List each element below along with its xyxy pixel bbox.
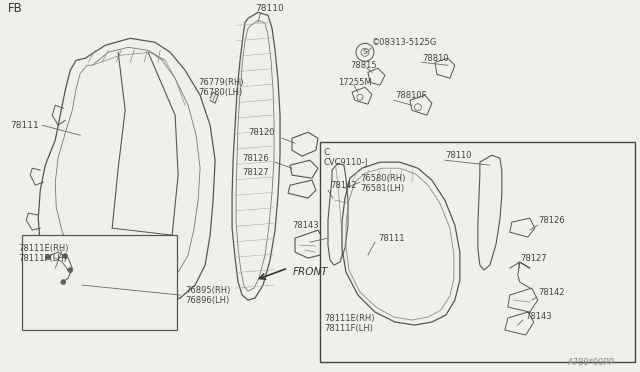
Text: A780*00PP: A780*00PP — [568, 357, 615, 366]
Text: 76895(RH): 76895(RH) — [185, 286, 230, 295]
Text: 76580(RH): 76580(RH) — [360, 174, 405, 183]
Text: 78142: 78142 — [330, 181, 356, 190]
Text: FRONT: FRONT — [293, 267, 328, 277]
Text: 78126: 78126 — [538, 216, 564, 225]
Text: 76779(RH): 76779(RH) — [198, 78, 244, 87]
Text: 76780(LH): 76780(LH) — [198, 88, 243, 97]
Bar — [22, 235, 177, 330]
Text: 78143: 78143 — [525, 312, 552, 321]
Text: 78111E(RH): 78111E(RH) — [19, 244, 68, 253]
Text: 78143: 78143 — [292, 221, 319, 230]
Text: 78111: 78111 — [10, 121, 39, 130]
Circle shape — [61, 280, 66, 285]
Text: 78127: 78127 — [242, 168, 269, 177]
Text: 76581(LH): 76581(LH) — [360, 184, 404, 193]
Text: 78111F(LH): 78111F(LH) — [324, 324, 373, 333]
Text: 78810F: 78810F — [395, 91, 426, 100]
Text: ©08313-5125G: ©08313-5125G — [372, 38, 437, 47]
Text: 76896(LH): 76896(LH) — [185, 296, 229, 305]
Text: 78110: 78110 — [255, 4, 284, 13]
Text: 78111E(RH): 78111E(RH) — [324, 314, 374, 323]
Text: 78142: 78142 — [538, 288, 564, 296]
Text: 17255M: 17255M — [338, 78, 372, 87]
Text: S: S — [363, 49, 367, 55]
Text: 78126: 78126 — [242, 154, 269, 163]
Text: CVC9110-J: CVC9110-J — [324, 158, 369, 167]
Text: 78110: 78110 — [445, 151, 472, 160]
Text: 78120: 78120 — [248, 128, 275, 137]
Circle shape — [63, 254, 68, 259]
Text: 78815: 78815 — [350, 61, 376, 70]
Bar — [320, 142, 635, 362]
Text: 78111F(LH): 78111F(LH) — [19, 254, 67, 263]
Text: C: C — [324, 148, 330, 157]
Text: FB: FB — [8, 2, 23, 15]
Circle shape — [68, 267, 73, 273]
Circle shape — [45, 254, 51, 260]
Text: 78127: 78127 — [520, 254, 547, 263]
Text: 78111: 78111 — [378, 234, 404, 243]
Text: 78810: 78810 — [422, 54, 449, 63]
